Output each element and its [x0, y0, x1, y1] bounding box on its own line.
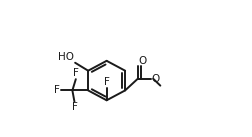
Text: O: O [137, 56, 146, 66]
Text: F: F [72, 102, 77, 112]
Text: F: F [103, 77, 109, 87]
Text: F: F [73, 68, 79, 78]
Text: F: F [54, 85, 60, 95]
Text: O: O [151, 74, 159, 84]
Text: HO: HO [58, 52, 74, 62]
